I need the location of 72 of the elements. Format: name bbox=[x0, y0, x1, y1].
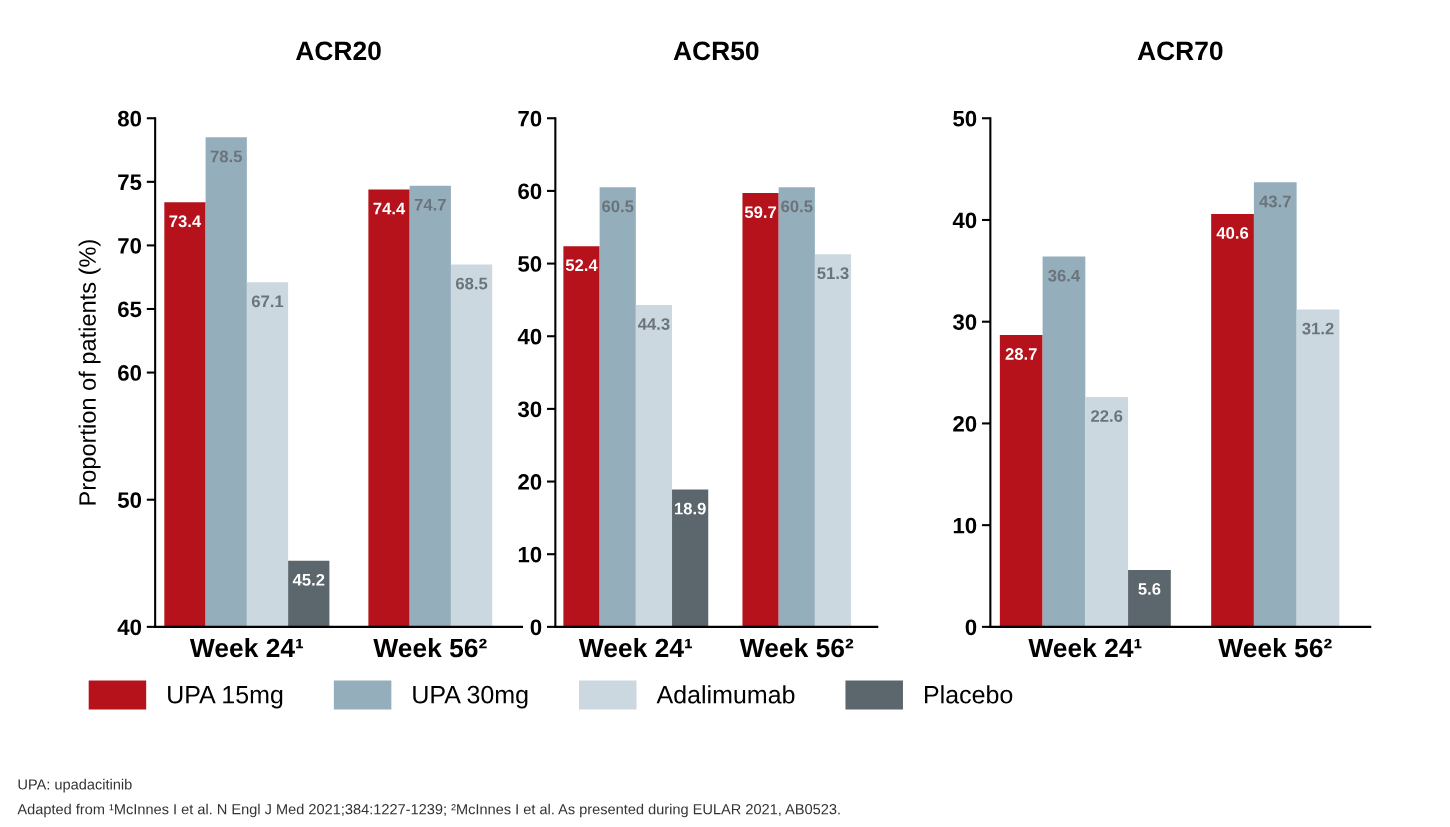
data-label: 60.5 bbox=[781, 200, 813, 213]
y-tick-label: 50 bbox=[953, 110, 977, 127]
y-tick-label: 30 bbox=[517, 401, 542, 418]
x-tick-label: Week 24¹ bbox=[1028, 637, 1142, 658]
y-tick-label: 40 bbox=[952, 212, 977, 229]
y-tick-label: 20 bbox=[518, 474, 542, 490]
data-label: 68.5 bbox=[455, 277, 488, 290]
legend-label: Adalimumab bbox=[656, 685, 795, 704]
bar bbox=[1296, 309, 1340, 627]
y-tick-label: 75 bbox=[118, 174, 142, 191]
bar bbox=[1085, 396, 1129, 627]
y-tick-label: 65 bbox=[118, 301, 142, 318]
data-label: 44.3 bbox=[637, 318, 670, 330]
y-tick-label: 20 bbox=[953, 415, 977, 432]
y-tick-label: 80 bbox=[117, 110, 142, 127]
chart-title: ACR70 bbox=[1137, 41, 1223, 61]
data-label: 60.5 bbox=[602, 200, 634, 213]
data-label: 45.2 bbox=[292, 573, 325, 586]
y-tick-label: 60 bbox=[118, 365, 142, 381]
data-label: 52.4 bbox=[565, 259, 598, 272]
data-label: 67.1 bbox=[251, 295, 284, 308]
bar bbox=[1211, 213, 1254, 627]
chart-title: ACR50 bbox=[673, 41, 759, 61]
bar bbox=[999, 334, 1043, 627]
data-label: 22.6 bbox=[1091, 410, 1123, 422]
legend-label: UPA 15mg bbox=[168, 686, 283, 709]
legend-label: Placebo bbox=[925, 685, 1013, 704]
data-label: 73.4 bbox=[169, 215, 202, 228]
data-label: 31.2 bbox=[1302, 322, 1334, 335]
y-tick-label: 10 bbox=[953, 517, 977, 534]
y-tick-label: 0 bbox=[965, 619, 977, 636]
x-tick-label: Week 56² bbox=[739, 637, 854, 658]
data-label: 18.9 bbox=[674, 502, 706, 515]
x-tick-label: Week 56² bbox=[1218, 637, 1332, 658]
bar bbox=[1042, 256, 1086, 627]
bar bbox=[742, 193, 779, 627]
y-tick-label: 50 bbox=[518, 256, 542, 272]
data-label: 5.6 bbox=[1138, 583, 1161, 595]
bar bbox=[778, 187, 815, 627]
legend-label: UPA 30mg bbox=[413, 685, 528, 709]
y-axis-title: Proportion of patients (%) bbox=[78, 240, 101, 505]
chart-title: ACR20 bbox=[295, 41, 381, 61]
data-label: 40.6 bbox=[1216, 227, 1249, 239]
data-label: 43.7 bbox=[1259, 195, 1291, 208]
y-tick-label: 60 bbox=[518, 183, 542, 200]
data-label: 28.7 bbox=[1005, 348, 1037, 360]
bar bbox=[814, 254, 852, 627]
y-tick-label: 40 bbox=[517, 328, 542, 345]
data-label: 74.4 bbox=[373, 202, 406, 215]
y-tick-label: 0 bbox=[530, 619, 542, 636]
bar bbox=[1253, 182, 1297, 627]
x-tick-label: Week 56² bbox=[373, 637, 487, 658]
data-label: 59.7 bbox=[744, 206, 777, 219]
text: UPA: upadacitinib bbox=[18, 778, 132, 793]
y-tick-label: 50 bbox=[117, 492, 142, 508]
text: Adapted from ¹McInnes I et al. N Engl J Med 2021;384:1227-1239; ²McInnes I et al. As presented during EULAR 2021, AB0523. bbox=[17, 803, 840, 818]
x-tick-label: Week 24¹ bbox=[578, 637, 692, 658]
bar bbox=[563, 246, 600, 627]
bar bbox=[672, 489, 709, 627]
data-label: 36.4 bbox=[1048, 269, 1081, 282]
y-tick-label: 10 bbox=[518, 546, 542, 563]
x-tick-label: Week 24¹ bbox=[189, 637, 304, 658]
bar bbox=[1128, 569, 1171, 627]
y-tick-label: 70 bbox=[518, 110, 542, 127]
bar bbox=[599, 187, 636, 627]
y-tick-label: 70 bbox=[118, 237, 142, 254]
data-label: 78.5 bbox=[210, 150, 242, 163]
data-label: 51.3 bbox=[817, 267, 849, 280]
bar bbox=[635, 304, 673, 627]
data-label: 74.7 bbox=[414, 198, 446, 211]
y-tick-label: 30 bbox=[952, 314, 977, 331]
y-tick-label: 40 bbox=[117, 619, 142, 636]
